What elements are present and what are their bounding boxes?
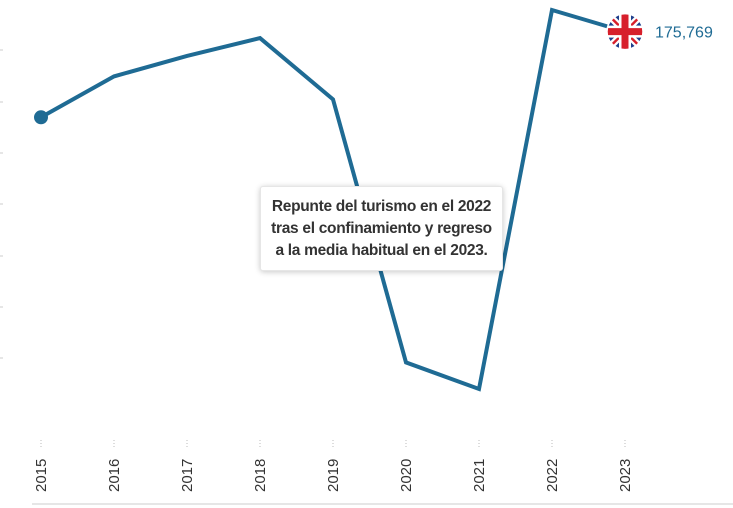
- uk-flag-icon: [607, 13, 643, 50]
- series-united-kingdom: [34, 7, 627, 392]
- annotation-line-2: tras el confinamiento y regreso: [271, 220, 492, 237]
- data-point-2015: [34, 110, 48, 125]
- x-tick-label-2017: 2017: [179, 459, 196, 492]
- x-axis-tick-labels: 2015 2016 2017 2018 2019 2020 2021 2022 2023: [33, 459, 634, 492]
- annotation-line-3: a la media habitual en el 2023.: [275, 242, 488, 259]
- series-end-marker: 175,769: [606, 12, 713, 51]
- x-tick-label-2020: 2020: [398, 459, 415, 492]
- x-axis-tick-marks: [40, 440, 626, 447]
- x-tick-label-2016: 2016: [106, 459, 123, 492]
- annotation-line-1: Repunte del turismo en el 2022: [271, 198, 492, 215]
- x-tick-label-2023: 2023: [617, 459, 634, 492]
- x-tick-label-2015: 2015: [33, 459, 50, 492]
- end-value-label: 175,769: [655, 25, 713, 42]
- y-axis-ticks: [0, 49, 3, 359]
- annotation-box: Repunte del turismo en el 2022 tras el c…: [260, 186, 503, 271]
- x-tick-label-2019: 2019: [325, 459, 342, 492]
- x-tick-label-2022: 2022: [544, 459, 561, 492]
- series-line-united-kingdom: [39, 7, 627, 392]
- x-tick-label-2021: 2021: [471, 459, 488, 492]
- x-tick-label-2018: 2018: [252, 459, 269, 492]
